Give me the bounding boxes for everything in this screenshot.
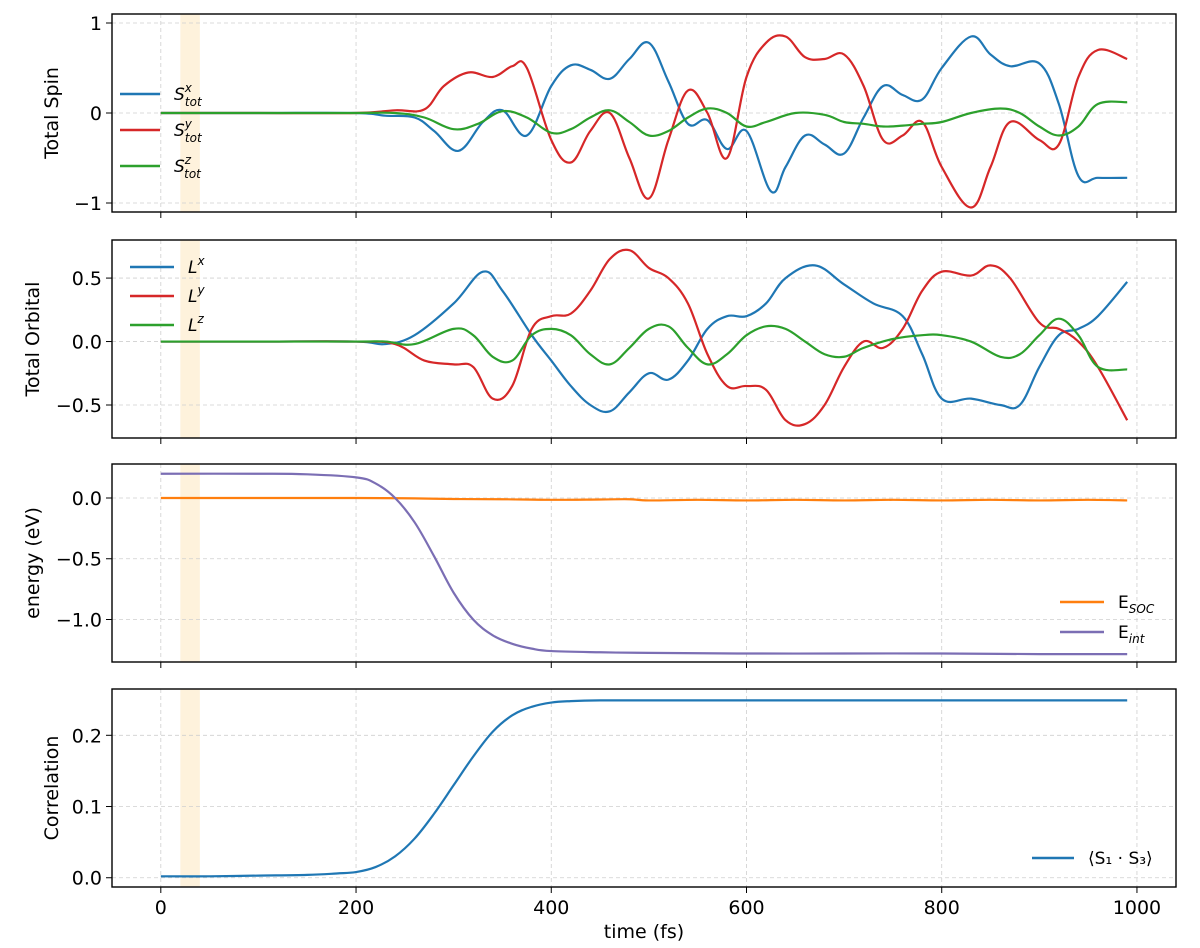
y-tick-label: 0 — [90, 103, 102, 125]
y-tick-label: 1 — [90, 13, 102, 35]
x-tick-label: 600 — [728, 897, 764, 919]
legend-entry: Ly — [188, 283, 205, 307]
y-tick-label: 0.0 — [72, 332, 102, 354]
series-line — [160, 472, 1128, 656]
panel-3: −1.0 −0.5 0.0 energy (eV) ESOC Eint — [22, 463, 1177, 668]
panel-1: −1 0 1 Total Spin Sx tot Sy tot Sz tot — [41, 13, 1177, 218]
series-group — [160, 699, 1128, 878]
y-tick-label: −0.5 — [56, 549, 102, 571]
x-tick-label: 200 — [338, 897, 374, 919]
y-axis-label: energy (eV) — [22, 507, 44, 619]
y-axis-label: Total Spin — [41, 67, 63, 160]
highlight-band — [180, 464, 200, 662]
axes-frame — [111, 239, 1177, 439]
x-tick-label: 0 — [155, 897, 167, 919]
series-line — [160, 248, 1129, 427]
y-tick-label: 0.2 — [72, 725, 102, 747]
x-tick-label: 1000 — [1113, 897, 1161, 919]
y-tick-label: 0.0 — [72, 868, 102, 890]
panel-4: 0.0 0.1 0.2 Correlation 0 200 400 600 800 1000 tim… — [41, 688, 1177, 943]
legend-entry: Sz tot — [174, 153, 202, 181]
y-tick-label: 0.0 — [72, 488, 102, 510]
series-line — [160, 317, 1128, 372]
series-line — [160, 699, 1128, 878]
axes-frame — [111, 463, 1177, 663]
legend: ⟨S₁ · S₃⟩ — [1032, 849, 1153, 869]
legend: Lx Ly Lz — [130, 254, 205, 336]
y-axis-label: Correlation — [41, 736, 63, 841]
series-line — [160, 496, 1128, 502]
series-line — [160, 264, 1129, 414]
x-tick-label: 400 — [533, 897, 569, 919]
axes-frame — [111, 688, 1177, 888]
y-tick-label: −1.0 — [56, 609, 102, 631]
y-tick-label: −0.5 — [56, 395, 102, 417]
legend: Sx tot Sy tot Sz tot — [120, 81, 203, 181]
legend-entry: Lx — [188, 254, 205, 278]
series-line — [160, 35, 1128, 194]
series-line — [160, 34, 1128, 209]
y-tick-label: 0.5 — [72, 268, 102, 290]
x-axis-label: time (fs) — [604, 921, 684, 943]
highlight-band — [180, 240, 200, 438]
legend-entry: Eint — [1118, 623, 1146, 646]
series-group — [160, 248, 1129, 427]
legend-entry: Lz — [188, 312, 204, 336]
legend-entry: Sy tot — [174, 117, 203, 145]
series-line — [160, 100, 1128, 138]
legend-entry: ESOC — [1118, 593, 1155, 616]
y-tick-label: −1 — [74, 193, 102, 215]
legend: ESOC Eint — [1060, 593, 1155, 646]
x-tick-label: 800 — [924, 897, 960, 919]
axes-frame — [111, 13, 1177, 213]
y-axis-label: Total Orbital — [22, 282, 44, 398]
series-group — [160, 472, 1128, 656]
legend-entry: ⟨S₁ · S₃⟩ — [1088, 849, 1153, 869]
panel-2: −0.5 0.0 0.5 Total Orbital Lx Ly Lz — [22, 239, 1177, 444]
highlight-band — [180, 689, 200, 887]
series-group — [160, 34, 1128, 209]
y-tick-label: 0.1 — [72, 797, 102, 819]
legend-entry: Sx tot — [174, 81, 203, 109]
